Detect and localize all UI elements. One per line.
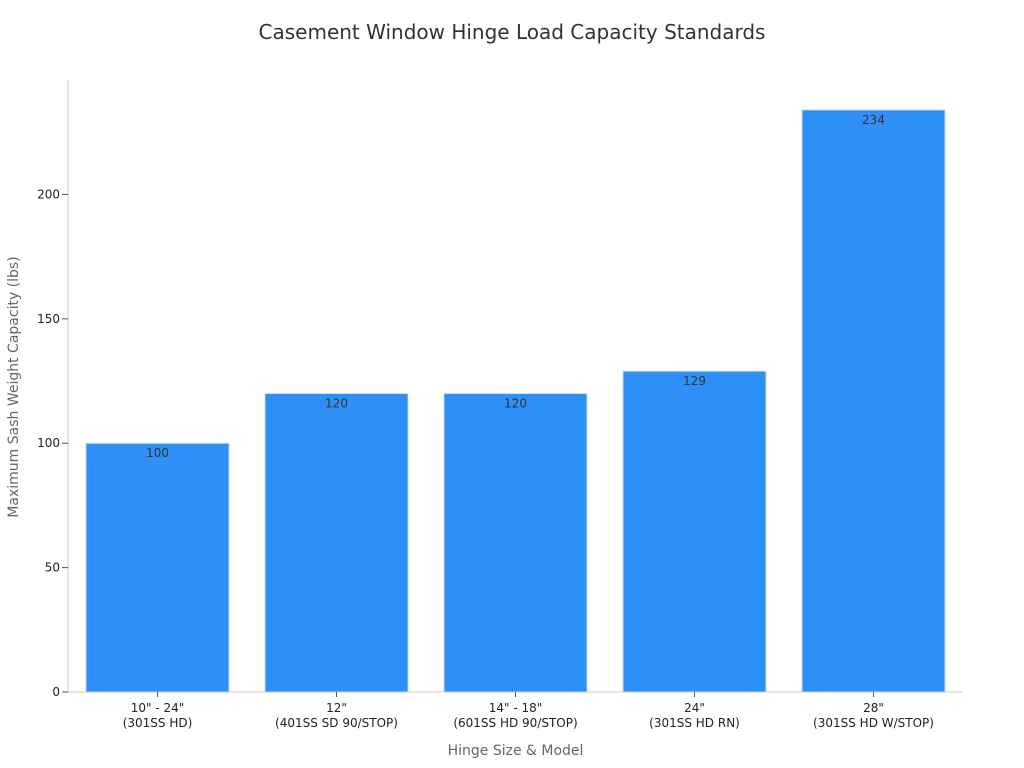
x-tick-label: 14" - 18" <box>489 701 543 715</box>
x-tick-label: (301SS HD) <box>123 716 193 730</box>
data-label: 234 <box>862 113 885 127</box>
bar <box>443 392 588 693</box>
bar <box>622 370 767 693</box>
y-tick-label: 100 <box>37 436 60 450</box>
x-tick-label: (601SS HD 90/STOP) <box>453 716 577 730</box>
y-tick-label: 0 <box>52 685 60 699</box>
bar <box>85 442 230 693</box>
y-ticks: 0 50 100 150 200 <box>37 187 68 699</box>
y-tick-label: 50 <box>45 561 60 575</box>
chart-title: Casement Window Hinge Load Capacity Stan… <box>258 20 766 44</box>
data-label: 129 <box>683 374 706 388</box>
x-tick-label: 10" - 24" <box>131 701 185 715</box>
data-label: 120 <box>325 396 348 410</box>
x-axis-label: Hinge Size & Model <box>448 743 584 759</box>
bar <box>264 392 409 693</box>
x-ticks: 10" - 24"(301SS HD) 12"(401SS SD 90/STOP)… <box>123 692 934 730</box>
y-tick-label: 150 <box>37 312 60 326</box>
x-tick-label: (401SS SD 90/STOP) <box>275 716 398 730</box>
x-tick-label: 12" <box>326 701 347 715</box>
x-tick-label: (301SS HD RN) <box>649 716 740 730</box>
x-tick-label: (301SS HD W/STOP) <box>813 716 934 730</box>
data-label: 100 <box>146 446 169 460</box>
y-axis-label: Maximum Sash Weight Capacity (lbs) <box>6 256 22 517</box>
bar <box>801 109 946 693</box>
y-tick-label: 200 <box>37 187 60 201</box>
x-tick-label: 24" <box>684 701 705 715</box>
bars-layer: 100 120 120 129 234 <box>85 109 946 693</box>
x-tick-label: 28" <box>863 701 884 715</box>
data-label: 120 <box>504 396 527 410</box>
